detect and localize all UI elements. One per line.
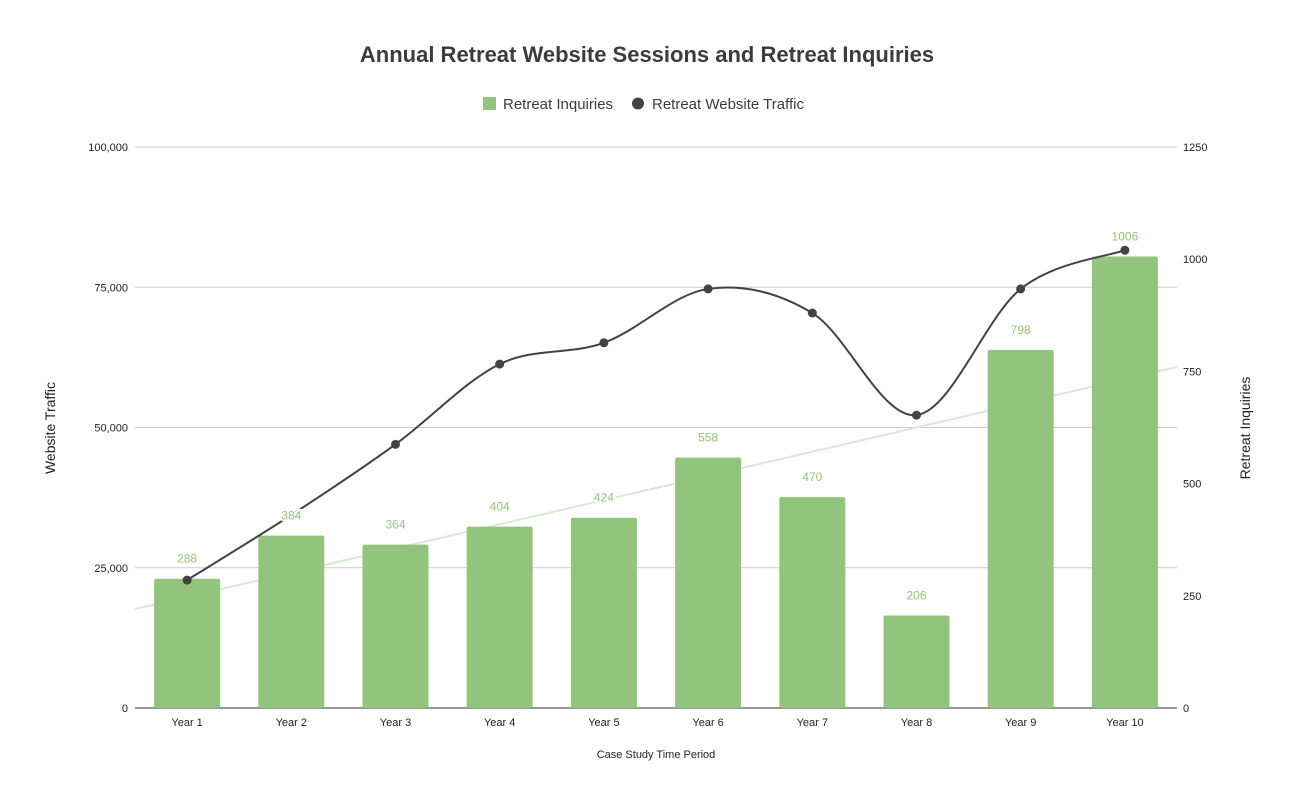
bar-data-label: 424 xyxy=(594,491,614,505)
chart-title: Annual Retreat Website Sessions and Retr… xyxy=(360,42,934,67)
right-tick-label: 250 xyxy=(1183,591,1201,603)
bar-data-label: 206 xyxy=(906,589,926,603)
x-tick-label: Year 6 xyxy=(692,717,723,729)
x-tick-label: Year 10 xyxy=(1106,717,1144,729)
x-tick-label: Year 2 xyxy=(276,717,307,729)
bar-year-5 xyxy=(570,517,637,708)
bar-year-6 xyxy=(675,457,742,708)
traffic-point xyxy=(912,410,921,420)
traffic-point xyxy=(1120,245,1130,255)
bar-year-3 xyxy=(362,544,429,708)
bar-year-1 xyxy=(154,578,221,708)
bar-data-label: 384 xyxy=(281,509,301,523)
bar-data-label: 1006 xyxy=(1112,230,1139,244)
bar-year-10 xyxy=(1091,256,1158,708)
traffic-point xyxy=(599,338,609,348)
right-tick-label: 1000 xyxy=(1183,254,1207,266)
legend-swatch-traffic xyxy=(632,97,644,110)
traffic-line xyxy=(186,249,1126,581)
bar-data-label: 798 xyxy=(1011,323,1031,337)
x-tick-label: Year 1 xyxy=(171,717,202,729)
bar-year-9 xyxy=(987,349,1054,708)
left-axis-title: Website Traffic xyxy=(42,382,58,474)
traffic-point xyxy=(703,284,713,294)
x-axis-title: Case Study Time Period xyxy=(597,749,716,761)
x-tick-label: Year 7 xyxy=(797,717,828,729)
traffic-point xyxy=(495,359,505,369)
legend-label-inquiries: Retreat Inquiries xyxy=(503,96,613,113)
bar-data-label: 364 xyxy=(385,518,405,532)
bar-year-2 xyxy=(258,535,325,708)
right-tick-label: 1250 xyxy=(1183,142,1207,154)
legend-label-traffic: Retreat Website Traffic xyxy=(652,96,805,113)
bar-data-label: 558 xyxy=(698,431,718,445)
legend-swatch-inquiries xyxy=(483,97,496,110)
traffic-point xyxy=(182,575,192,585)
x-tick-label: Year 8 xyxy=(901,717,932,729)
x-tick-label: Year 9 xyxy=(1005,717,1036,729)
bar-data-label: 404 xyxy=(490,500,510,514)
left-tick-label: 75,000 xyxy=(94,282,128,294)
bar-year-7 xyxy=(779,497,846,708)
left-tick-label: 100,000 xyxy=(88,142,128,154)
right-tick-label: 750 xyxy=(1183,366,1201,378)
left-tick-label: 25,000 xyxy=(94,563,128,575)
bar-year-8 xyxy=(883,615,950,708)
left-tick-label: 0 xyxy=(122,703,128,715)
right-axis-title: Retreat Inquiries xyxy=(1237,377,1253,480)
x-tick-label: Year 5 xyxy=(588,717,619,729)
traffic-point xyxy=(1016,284,1026,294)
bar-data-label: 288 xyxy=(177,552,197,566)
traffic-point xyxy=(807,308,817,318)
bar-data-label: 470 xyxy=(802,470,822,484)
right-tick-label: 0 xyxy=(1183,703,1189,715)
traffic-point xyxy=(391,439,400,449)
x-tick-label: Year 3 xyxy=(380,717,411,729)
legend: Retreat Inquiries Retreat Website Traffi… xyxy=(483,96,805,113)
bar-year-4 xyxy=(466,526,533,708)
right-tick-label: 500 xyxy=(1183,479,1201,491)
left-tick-label: 50,000 xyxy=(94,423,128,435)
x-tick-label: Year 4 xyxy=(484,717,515,729)
